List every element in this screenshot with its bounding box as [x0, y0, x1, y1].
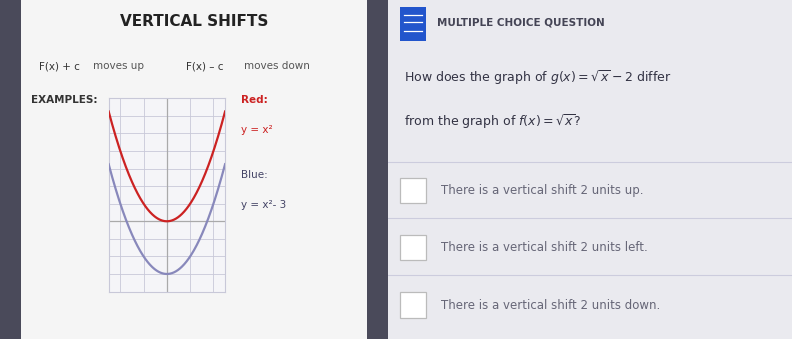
Text: There is a vertical shift 2 units left.: There is a vertical shift 2 units left. — [440, 241, 647, 254]
Bar — [400, 292, 426, 318]
Text: There is a vertical shift 2 units down.: There is a vertical shift 2 units down. — [440, 299, 660, 312]
Text: VERTICAL SHIFTS: VERTICAL SHIFTS — [120, 14, 268, 28]
Text: y = x²- 3: y = x²- 3 — [241, 200, 286, 210]
Text: F(x) – c: F(x) – c — [186, 61, 224, 71]
Text: F(x) + c: F(x) + c — [39, 61, 80, 71]
Text: y = x²: y = x² — [241, 125, 272, 135]
Text: from the graph of $f(x) = \sqrt{x}$?: from the graph of $f(x) = \sqrt{x}$? — [404, 112, 582, 131]
Text: moves down: moves down — [245, 61, 310, 71]
Text: Blue:: Blue: — [241, 170, 268, 179]
Bar — [400, 178, 426, 203]
Text: There is a vertical shift 2 units up.: There is a vertical shift 2 units up. — [440, 184, 643, 197]
Text: Red:: Red: — [241, 95, 268, 105]
Bar — [400, 7, 426, 41]
Bar — [400, 235, 426, 260]
Bar — [367, 0, 388, 339]
Text: How does the graph of $g(x) = \sqrt{x} - 2$ differ: How does the graph of $g(x) = \sqrt{x} -… — [404, 68, 672, 86]
Bar — [0, 0, 21, 339]
Text: MULTIPLE CHOICE QUESTION: MULTIPLE CHOICE QUESTION — [436, 17, 604, 27]
Text: moves up: moves up — [93, 61, 144, 71]
Text: EXAMPLES:: EXAMPLES: — [31, 95, 97, 105]
